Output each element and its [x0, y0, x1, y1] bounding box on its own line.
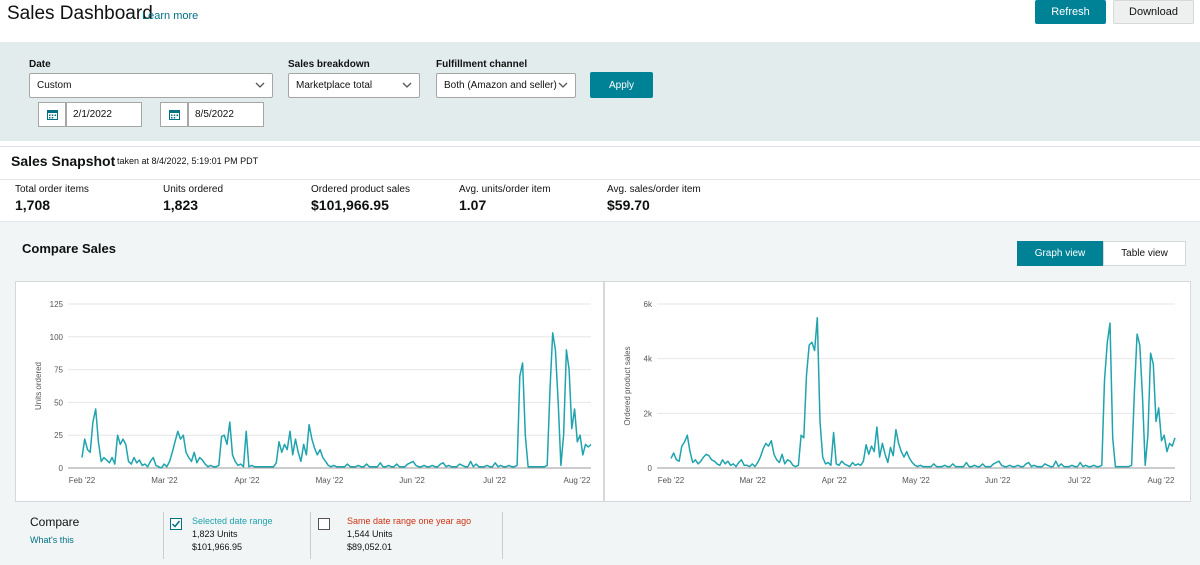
compare-sales-section: Compare Sales Graph view Table view 0 25 5…: [0, 222, 1200, 565]
metric-value: 1.07: [459, 197, 487, 213]
filter-panel: Date Custom 2/1/2022 8/5/2022 Sales brea…: [0, 42, 1200, 141]
snapshot-timestamp: taken at 8/4/2022, 5:19:01 PM PDT: [117, 156, 259, 166]
x-tick-label: Jul '22: [1068, 476, 1091, 485]
fulfillment-select-value: Both (Amazon and seller): [444, 80, 557, 91]
metric-value: 1,823: [163, 197, 199, 213]
series-line: [81, 332, 592, 469]
page-title: Sales Dashboard: [7, 3, 153, 24]
whats-this-link[interactable]: What's this: [30, 535, 74, 545]
top-bar: Sales Dashboard Learn more Refresh Downl…: [0, 0, 1200, 42]
selected-range-units: 1,823 Units: [192, 529, 238, 539]
selected-range-checkbox[interactable]: [170, 518, 182, 530]
x-tick-label: Apr '22: [822, 476, 848, 485]
x-tick-label: Aug '22: [564, 476, 591, 485]
metric-value: $101,966.95: [311, 197, 389, 213]
y-tick-label: 4k: [644, 355, 653, 364]
metric-value: 1,708: [15, 197, 51, 213]
chevron-down-icon: [558, 82, 568, 88]
last-year-sales: $89,052.01: [347, 542, 393, 552]
date-select-value: Custom: [37, 80, 72, 91]
x-tick-label: May '22: [316, 476, 344, 485]
x-tick-label: Jun '22: [399, 476, 425, 485]
x-tick-label: Feb '22: [658, 476, 685, 485]
y-tick-label: 0: [648, 464, 653, 473]
y-axis-label: Ordered product sales: [623, 346, 632, 425]
series-line: [670, 316, 1176, 468]
download-button[interactable]: Download: [1113, 0, 1194, 24]
metric-label: Avg. sales/order item: [607, 184, 701, 195]
breakdown-select[interactable]: Marketplace total: [288, 73, 420, 98]
breakdown-select-value: Marketplace total: [296, 80, 373, 91]
metric-units-ordered: Units ordered 1,823: [163, 184, 223, 213]
y-tick-label: 100: [50, 333, 64, 342]
snapshot-title: Sales Snapshot: [11, 153, 116, 169]
calendar-icon: [47, 110, 58, 120]
y-tick-label: 50: [54, 398, 63, 407]
checkmark-icon: [171, 520, 181, 528]
x-tick-label: Jul '22: [483, 476, 506, 485]
metric-avg-sales-per-order: Avg. sales/order item $59.70: [607, 184, 701, 213]
y-tick-label: 0: [59, 464, 64, 473]
learn-more-link[interactable]: Learn more: [142, 10, 199, 22]
compare-sales-title: Compare Sales: [22, 241, 116, 256]
x-tick-label: Jun '22: [985, 476, 1011, 485]
x-tick-label: Apr '22: [234, 476, 260, 485]
start-date-input[interactable]: 2/1/2022: [66, 102, 142, 127]
end-date-input[interactable]: 8/5/2022: [188, 102, 264, 127]
date-label: Date: [29, 59, 51, 70]
end-date-calendar-button[interactable]: [160, 102, 188, 127]
units-ordered-chart: 0 25 50 75 100 125 Units ordered Feb '22 Mar '22…: [15, 281, 604, 502]
start-date-calendar-button[interactable]: [38, 102, 66, 127]
divider: [502, 512, 503, 559]
ordered-sales-chart-svg: 0 2k 4k 6k Ordered product sales Feb '22 Mar '…: [623, 300, 1176, 485]
graph-view-button[interactable]: Graph view: [1017, 241, 1103, 266]
divider: [310, 512, 311, 559]
x-tick-label: May '22: [902, 476, 930, 485]
last-year-checkbox[interactable]: [318, 518, 330, 530]
snapshot-metrics: Total order items 1,708 Units ordered 1,…: [0, 180, 1200, 222]
metric-avg-units-per-order: Avg. units/order item 1.07: [459, 184, 551, 213]
calendar-icon: [169, 110, 180, 120]
metric-label: Units ordered: [163, 184, 224, 195]
compare-legend: Compare What's this Selected date range …: [0, 512, 1200, 565]
metric-label: Total order items: [15, 184, 89, 195]
breakdown-label: Sales breakdown: [288, 59, 370, 70]
fulfillment-select[interactable]: Both (Amazon and seller): [436, 73, 576, 98]
date-select[interactable]: Custom: [29, 73, 273, 98]
snapshot-header: Sales Snapshot taken at 8/4/2022, 5:19:0…: [0, 146, 1200, 180]
y-tick-label: 125: [50, 300, 64, 309]
chevron-down-icon: [255, 82, 265, 88]
x-tick-label: Mar '22: [739, 476, 766, 485]
metric-label: Avg. units/order item: [459, 184, 551, 195]
units-ordered-chart-svg: 0 25 50 75 100 125 Units ordered Feb '22 Mar '22…: [34, 300, 592, 485]
metric-value: $59.70: [607, 197, 650, 213]
last-year-title: Same date range one year ago: [347, 516, 472, 526]
divider: [163, 512, 164, 559]
compare-label: Compare: [30, 515, 80, 529]
last-year-units: 1,544 Units: [347, 529, 393, 539]
x-tick-label: Mar '22: [151, 476, 178, 485]
y-tick-label: 75: [54, 366, 63, 375]
chevron-down-icon: [402, 82, 412, 88]
y-axis-label: Units ordered: [34, 362, 43, 410]
selected-range-title: Selected date range: [192, 516, 273, 526]
y-tick-label: 6k: [644, 300, 653, 309]
table-view-button[interactable]: Table view: [1103, 241, 1186, 266]
selected-range-sales: $101,966.95: [192, 542, 243, 552]
y-tick-label: 25: [54, 431, 63, 440]
apply-button[interactable]: Apply: [590, 72, 653, 98]
metric-label: Ordered product sales: [311, 184, 410, 195]
ordered-sales-chart: 0 2k 4k 6k Ordered product sales Feb '22 Mar '…: [604, 281, 1191, 502]
y-tick-label: 2k: [644, 409, 653, 418]
fulfillment-label: Fulfillment channel: [436, 59, 528, 70]
metric-ordered-product-sales: Ordered product sales $101,966.95: [311, 184, 410, 213]
x-tick-label: Aug '22: [1148, 476, 1175, 485]
x-tick-label: Feb '22: [69, 476, 96, 485]
refresh-button[interactable]: Refresh: [1035, 0, 1106, 24]
metric-total-order-items: Total order items 1,708: [15, 184, 89, 213]
